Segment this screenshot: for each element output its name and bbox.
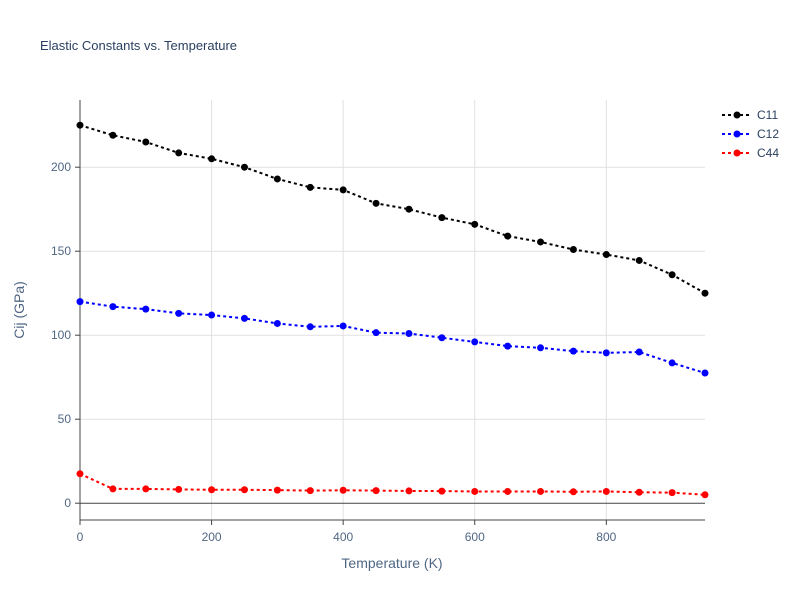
data-point[interactable] [668, 271, 676, 279]
chart-title: Elastic Constants vs. Temperature [40, 38, 238, 53]
data-point[interactable] [668, 359, 676, 367]
data-point[interactable] [372, 199, 380, 207]
data-point[interactable] [372, 487, 380, 495]
series-line [79, 472, 706, 496]
legend-item-c11[interactable]: C11 [722, 108, 778, 122]
legend-item-c44[interactable]: C44 [722, 146, 779, 160]
series-c12[interactable] [76, 298, 709, 377]
legend[interactable]: C11 C12 C44 [722, 108, 779, 160]
series-line [79, 124, 706, 295]
data-point[interactable] [405, 330, 413, 338]
legend-swatch-marker [733, 130, 741, 138]
data-point[interactable] [240, 486, 248, 494]
data-point[interactable] [76, 121, 84, 129]
x-tick-label: 600 [465, 530, 485, 544]
y-tick-label: 0 [64, 496, 71, 510]
data-point[interactable] [142, 485, 150, 493]
data-point[interactable] [372, 329, 380, 337]
data-point[interactable] [76, 470, 84, 478]
data-point[interactable] [405, 205, 413, 213]
data-point[interactable] [635, 348, 643, 356]
x-axis-title: Temperature (K) [341, 555, 442, 571]
data-point[interactable] [175, 485, 183, 493]
x-tick-label: 400 [333, 530, 353, 544]
grid-layer [80, 100, 705, 520]
data-point[interactable] [569, 488, 577, 496]
data-point[interactable] [668, 489, 676, 497]
y-tick-label: 100 [51, 328, 71, 342]
data-point[interactable] [306, 183, 314, 191]
y-tick-label: 150 [51, 244, 71, 258]
data-point[interactable] [471, 338, 479, 346]
legend-label: C12 [757, 127, 779, 141]
data-point[interactable] [273, 486, 281, 494]
data-point[interactable] [602, 349, 610, 357]
series-c11[interactable] [76, 121, 709, 297]
data-point[interactable] [438, 487, 446, 495]
data-point[interactable] [306, 323, 314, 331]
data-point[interactable] [537, 344, 545, 352]
x-tick-label: 0 [77, 530, 84, 544]
data-point[interactable] [504, 487, 512, 495]
legend-swatch-marker [733, 111, 741, 119]
data-point[interactable] [339, 486, 347, 494]
series-line [79, 300, 706, 374]
y-tick-label: 200 [51, 160, 71, 174]
data-point[interactable] [339, 186, 347, 194]
data-point[interactable] [635, 488, 643, 496]
x-tick-label: 800 [596, 530, 616, 544]
data-point[interactable] [240, 163, 248, 171]
data-point[interactable] [109, 303, 117, 311]
series-c44[interactable] [76, 470, 709, 499]
data-point[interactable] [339, 322, 347, 330]
axis-layer: 0 200 400 600 800 0 50 100 150 200 [51, 100, 705, 544]
data-point[interactable] [175, 309, 183, 317]
data-point[interactable] [240, 314, 248, 322]
data-point[interactable] [471, 487, 479, 495]
data-point[interactable] [504, 232, 512, 240]
legend-label: C11 [757, 108, 778, 122]
data-point[interactable] [602, 487, 610, 495]
data-point[interactable] [701, 369, 709, 377]
data-point[interactable] [175, 149, 183, 157]
data-point[interactable] [504, 342, 512, 350]
data-point[interactable] [569, 347, 577, 355]
data-point[interactable] [142, 138, 150, 146]
data-point[interactable] [273, 319, 281, 327]
data-point[interactable] [438, 214, 446, 222]
data-point[interactable] [438, 334, 446, 342]
y-axis-title: Cij (GPa) [11, 281, 27, 339]
data-point[interactable] [109, 131, 117, 139]
legend-swatch-marker [733, 149, 741, 157]
data-point[interactable] [306, 487, 314, 495]
y-tick-label: 50 [58, 412, 72, 426]
x-tick-label: 200 [202, 530, 222, 544]
data-point[interactable] [208, 311, 216, 319]
data-point[interactable] [76, 298, 84, 306]
data-point[interactable] [635, 256, 643, 264]
data-point[interactable] [537, 238, 545, 246]
series-layer [76, 121, 709, 499]
data-point[interactable] [569, 246, 577, 254]
data-point[interactable] [109, 485, 117, 493]
data-point[interactable] [701, 491, 709, 499]
legend-item-c12[interactable]: C12 [722, 127, 779, 141]
legend-label: C44 [757, 146, 779, 160]
data-point[interactable] [602, 251, 610, 259]
data-point[interactable] [273, 175, 281, 183]
data-point[interactable] [208, 155, 216, 163]
data-point[interactable] [701, 289, 709, 297]
data-point[interactable] [537, 487, 545, 495]
data-point[interactable] [208, 486, 216, 494]
data-point[interactable] [405, 487, 413, 495]
data-point[interactable] [471, 220, 479, 228]
data-point[interactable] [142, 305, 150, 313]
